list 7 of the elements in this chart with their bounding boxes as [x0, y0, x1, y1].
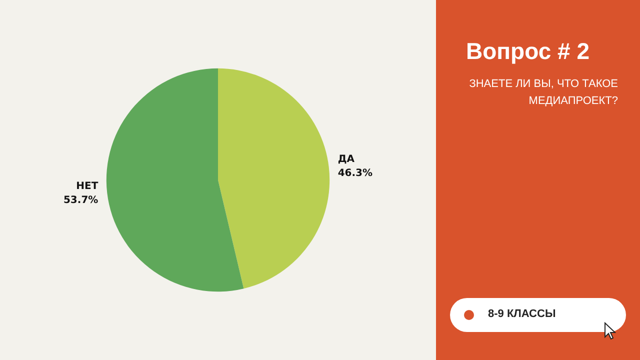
data-label: 53.7% [63, 194, 98, 206]
text: 8-9 КЛАССЫ [488, 308, 556, 320]
text: ЗНАЕТЕ ЛИ ВЫ, ЧТО ТАКОЕ МЕДИАПРОЕКТ? [468, 77, 618, 109]
slice-label: НЕТ [76, 180, 98, 192]
text: Вопрос # 2 [466, 38, 590, 65]
data-label: 46.3% [338, 168, 373, 180]
slice-label: ДА [338, 154, 355, 166]
